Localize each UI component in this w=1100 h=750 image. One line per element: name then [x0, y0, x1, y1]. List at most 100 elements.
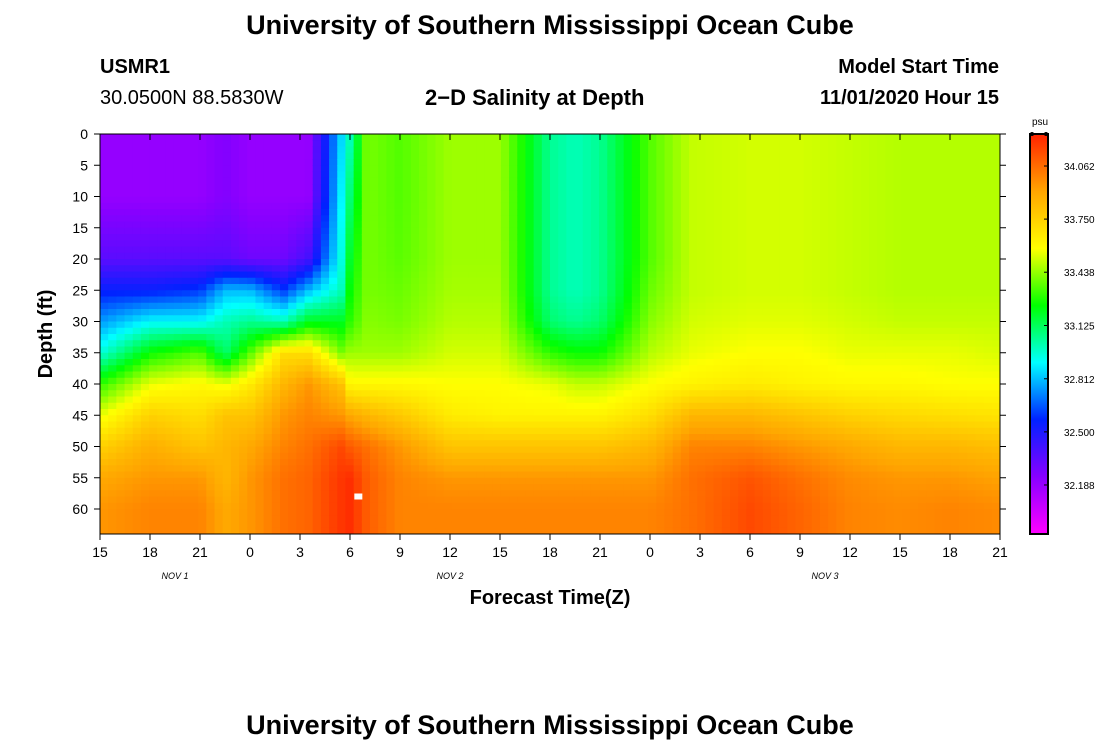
heatmap-cell	[623, 459, 633, 466]
heatmap-cell	[419, 490, 428, 498]
heatmap-cell	[631, 234, 641, 241]
heatmap-cell	[680, 334, 690, 341]
heatmap-cell	[230, 196, 240, 204]
heatmap-cell	[566, 427, 576, 435]
heatmap-cell	[329, 134, 338, 141]
heatmap-cell	[181, 371, 191, 379]
heatmap-cell	[680, 384, 690, 391]
heatmap-cell	[705, 309, 715, 316]
heatmap-cell	[705, 290, 715, 298]
heatmap-cell	[165, 434, 175, 441]
heatmap-cell	[410, 409, 420, 416]
heatmap-cell	[517, 190, 527, 198]
heatmap-cell	[345, 171, 355, 179]
heatmap-cell	[173, 265, 183, 273]
heatmap-cell	[721, 409, 731, 416]
heatmap-cell	[173, 427, 183, 435]
heatmap-cell	[689, 415, 698, 423]
heatmap-cell	[419, 221, 428, 229]
heatmap-cell	[320, 302, 330, 310]
heatmap-cell	[329, 240, 338, 248]
heatmap-cell	[517, 152, 527, 160]
heatmap-cell	[419, 234, 428, 241]
heatmap-cell	[541, 246, 551, 254]
heatmap-cell	[484, 140, 494, 148]
heatmap-cell	[353, 284, 363, 291]
heatmap-cell	[320, 246, 330, 254]
heatmap-cell	[255, 484, 265, 491]
heatmap-cell	[689, 159, 698, 166]
heatmap-cell	[312, 140, 322, 148]
heatmap-cell	[582, 409, 592, 416]
heatmap-cell	[353, 184, 363, 191]
heatmap-cell	[214, 452, 224, 460]
heatmap-cell	[402, 484, 412, 491]
heatmap-cell	[680, 465, 690, 473]
heatmap-cell	[132, 177, 142, 185]
heatmap-cell	[132, 221, 142, 229]
heatmap-cell	[312, 227, 322, 235]
heatmap-cell	[541, 171, 551, 179]
heatmap-cell	[451, 384, 461, 391]
heatmap-cell	[550, 459, 559, 466]
heatmap-cell	[312, 409, 322, 416]
heatmap-cell	[280, 509, 289, 516]
heatmap-cell	[697, 221, 707, 229]
heatmap-cell	[378, 465, 387, 473]
heatmap-cell	[558, 509, 567, 516]
heatmap-cell	[492, 415, 502, 423]
heatmap-cell	[263, 309, 273, 316]
heatmap-cell	[525, 440, 535, 448]
heatmap-cell	[525, 246, 535, 254]
heatmap-cell	[550, 134, 559, 141]
heatmap-cell	[361, 271, 371, 279]
heatmap-cell	[509, 396, 518, 404]
heatmap-cell	[533, 309, 543, 316]
heatmap-cell	[525, 434, 535, 441]
heatmap-cell	[664, 446, 674, 454]
heatmap-cell	[689, 484, 698, 491]
heatmap-cell	[386, 290, 396, 298]
heatmap-cell	[517, 221, 527, 229]
heatmap-cell	[615, 246, 625, 254]
heatmap-cell	[525, 471, 535, 479]
heatmap-cell	[590, 296, 600, 304]
heatmap-cell	[165, 146, 175, 154]
heatmap-cell	[541, 496, 551, 504]
heatmap-cell	[288, 190, 297, 198]
heatmap-cell	[460, 296, 469, 304]
heatmap-cell	[590, 277, 600, 285]
heatmap-cell	[689, 165, 698, 173]
heatmap-cell	[476, 265, 486, 273]
heatmap-cell	[525, 252, 535, 260]
heatmap-cell	[631, 309, 641, 316]
heatmap-cell	[582, 509, 592, 516]
heatmap-cell	[697, 371, 707, 379]
heatmap-cell	[476, 240, 486, 248]
heatmap-cell	[165, 427, 175, 435]
heatmap-cell	[353, 471, 363, 479]
heatmap-cell	[149, 484, 158, 491]
heatmap-cell	[173, 502, 183, 510]
heatmap-cell	[181, 502, 191, 510]
heatmap-cell	[230, 315, 240, 323]
heatmap-cell	[656, 146, 666, 154]
heatmap-cell	[640, 234, 649, 241]
heatmap-cell	[173, 302, 183, 310]
heatmap-cell	[149, 359, 158, 366]
heatmap-cell	[304, 190, 314, 198]
heatmap-cell	[181, 246, 191, 254]
heatmap-cell	[149, 477, 158, 485]
heatmap-cell	[181, 321, 191, 329]
heatmap-cell	[410, 315, 420, 323]
heatmap-cell	[140, 434, 150, 441]
heatmap-cell	[574, 365, 584, 373]
heatmap-cell	[288, 134, 297, 141]
heatmap-cell	[623, 359, 633, 366]
heatmap-cell	[353, 384, 363, 391]
heatmap-cell	[222, 259, 232, 266]
heatmap-cell	[190, 371, 199, 379]
heatmap-cell	[427, 440, 437, 448]
heatmap-cell	[705, 202, 715, 210]
heatmap-cell	[730, 334, 739, 341]
